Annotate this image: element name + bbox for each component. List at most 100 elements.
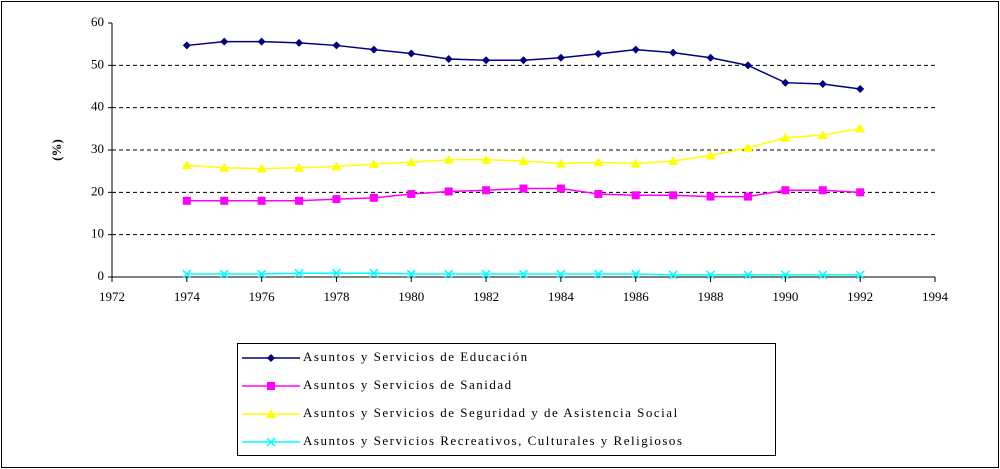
point bbox=[817, 130, 828, 140]
point bbox=[593, 157, 604, 167]
x-tick-label: 1986 bbox=[623, 289, 650, 304]
point bbox=[706, 53, 715, 62]
point bbox=[705, 150, 716, 160]
point bbox=[182, 41, 191, 50]
point bbox=[295, 38, 304, 47]
point bbox=[780, 270, 790, 280]
point bbox=[519, 184, 528, 193]
point bbox=[743, 192, 752, 201]
point bbox=[331, 268, 341, 278]
x-tick-label: 1978 bbox=[323, 289, 349, 304]
x-tick-label: 1990 bbox=[772, 289, 798, 304]
point bbox=[593, 269, 603, 279]
y-tick-label: 0 bbox=[98, 268, 105, 283]
legend-label: Asuntos y Servicios Recreativos, Cultura… bbox=[303, 433, 683, 448]
point bbox=[556, 184, 565, 193]
point bbox=[181, 160, 192, 170]
point bbox=[482, 56, 491, 65]
point bbox=[743, 61, 752, 70]
point bbox=[406, 157, 417, 167]
x-tick-label: 1972 bbox=[99, 289, 125, 304]
point bbox=[780, 132, 791, 142]
point bbox=[332, 41, 341, 50]
point bbox=[220, 37, 229, 46]
point bbox=[855, 270, 865, 280]
point bbox=[818, 270, 828, 280]
legend-marker bbox=[267, 382, 275, 390]
point bbox=[332, 195, 341, 204]
point bbox=[669, 48, 678, 57]
point bbox=[555, 158, 566, 168]
point bbox=[368, 158, 379, 168]
point bbox=[369, 45, 378, 54]
legend-marker bbox=[267, 354, 275, 362]
point bbox=[481, 154, 492, 164]
point bbox=[294, 268, 304, 278]
point bbox=[743, 270, 753, 280]
point bbox=[220, 196, 229, 205]
point bbox=[631, 269, 641, 279]
point bbox=[706, 192, 715, 201]
x-tick-label: 1992 bbox=[847, 289, 873, 304]
legend-label: Asuntos y Servicios de Educación bbox=[303, 349, 529, 364]
point bbox=[482, 186, 491, 195]
x-tick-label: 1982 bbox=[473, 289, 499, 304]
point bbox=[631, 45, 640, 54]
point bbox=[257, 269, 267, 279]
x-tick-label: 1980 bbox=[398, 289, 424, 304]
point bbox=[369, 268, 379, 278]
legend-marker bbox=[266, 409, 276, 418]
point bbox=[518, 269, 529, 279]
x-tick-label: 1994 bbox=[922, 289, 949, 304]
point bbox=[295, 196, 304, 205]
point bbox=[742, 142, 753, 152]
legend-marker bbox=[266, 437, 276, 447]
x-tick-label: 1974 bbox=[174, 289, 201, 304]
point bbox=[407, 190, 416, 199]
x-tick-label: 1984 bbox=[548, 289, 575, 304]
point bbox=[331, 161, 342, 171]
point bbox=[818, 186, 827, 195]
point bbox=[369, 193, 378, 202]
point bbox=[182, 196, 191, 205]
point bbox=[594, 49, 603, 58]
point bbox=[257, 196, 266, 205]
point bbox=[294, 162, 305, 172]
point bbox=[706, 270, 716, 280]
point bbox=[406, 269, 416, 279]
point bbox=[519, 56, 528, 65]
y-tick-label: 50 bbox=[91, 56, 104, 71]
point bbox=[481, 269, 491, 279]
y-tick-label: 60 bbox=[91, 14, 104, 29]
y-tick-label: 10 bbox=[91, 226, 104, 241]
x-tick-label: 1976 bbox=[249, 289, 276, 304]
point bbox=[518, 156, 529, 166]
point bbox=[256, 163, 267, 173]
point bbox=[631, 191, 640, 200]
legend-box bbox=[237, 343, 776, 456]
point bbox=[556, 53, 565, 62]
point bbox=[444, 187, 453, 196]
point bbox=[856, 85, 865, 94]
point bbox=[855, 123, 866, 133]
point bbox=[556, 269, 566, 279]
point bbox=[781, 186, 790, 195]
point bbox=[219, 269, 229, 279]
x-tick-label: 1988 bbox=[698, 289, 724, 304]
legend-label: Asuntos y Servicios de Sanidad bbox=[303, 377, 513, 392]
point bbox=[407, 49, 416, 58]
y-tick-label: 30 bbox=[91, 141, 104, 156]
point bbox=[630, 158, 641, 168]
y-tick-label: 20 bbox=[91, 183, 104, 198]
point bbox=[856, 188, 865, 197]
point bbox=[444, 269, 454, 279]
point bbox=[182, 269, 192, 279]
point bbox=[257, 37, 266, 46]
point bbox=[443, 154, 454, 164]
point bbox=[594, 190, 603, 199]
y-axis-label: (%) bbox=[49, 139, 64, 161]
y-tick-label: 40 bbox=[91, 99, 104, 114]
legend-label: Asuntos y Servicios de Seguridad y de As… bbox=[303, 405, 679, 420]
point bbox=[444, 54, 453, 63]
